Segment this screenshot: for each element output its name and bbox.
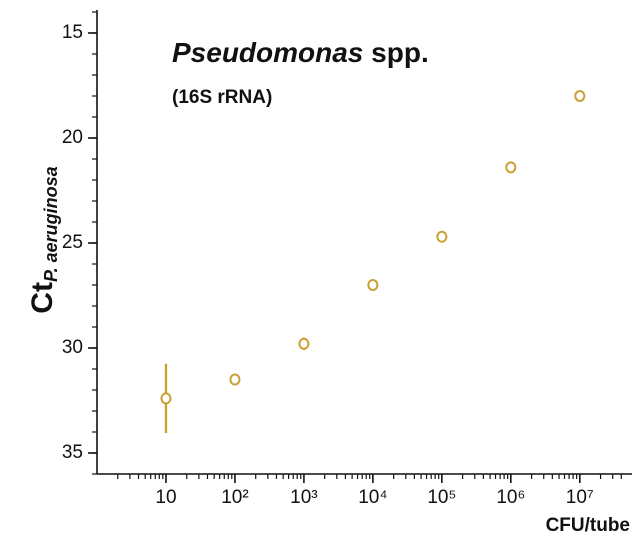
y-axis-label: CtP. aeruginosa (26, 166, 61, 313)
point (367, 279, 379, 291)
point (436, 230, 448, 243)
x-tick-label: 10⁴ (358, 487, 387, 508)
y-tick-label: 15 (62, 22, 83, 43)
x-tick-label: 10⁵ (427, 487, 456, 508)
y-tick-label: 30 (62, 337, 83, 358)
x-tick-label: 10⁷ (566, 487, 594, 508)
x-tick-label: 10³ (290, 487, 317, 508)
y-tick-label: 25 (62, 232, 83, 253)
chart-title: Pseudomonas spp. (172, 37, 429, 68)
point (505, 161, 517, 174)
y-label-main: Ct (26, 282, 59, 314)
x-tick-label: 10² (221, 487, 248, 508)
point (298, 337, 310, 350)
point (574, 90, 586, 102)
title-genus: Pseudomonas (172, 37, 363, 68)
y-tick-label: 20 (62, 127, 83, 148)
title-suffix: spp. (371, 37, 429, 68)
x-tick-label: 10 (155, 487, 176, 508)
x-axis-label: CFU/tube (546, 515, 630, 536)
point (229, 373, 241, 386)
x-tick-label: 10⁶ (496, 487, 525, 508)
point (160, 392, 172, 405)
y-label-sub: P. aeruginosa (41, 166, 61, 282)
chart-subtitle: (16S rRNA) (172, 87, 272, 108)
y-tick-label: 35 (62, 442, 83, 463)
